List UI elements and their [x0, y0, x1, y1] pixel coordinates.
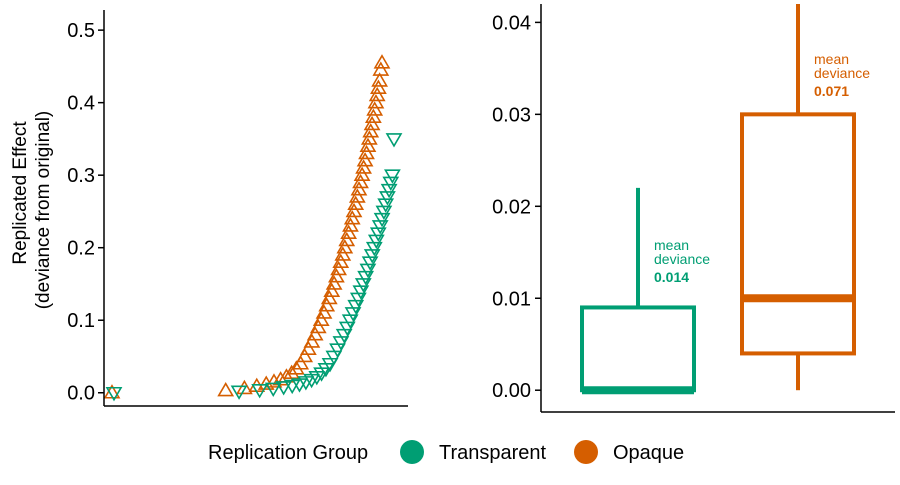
scatter-point-transparent [105, 386, 123, 402]
scatter-point-opaque [368, 86, 386, 102]
scatter-point-opaque [299, 340, 317, 356]
scatter-point-opaque [347, 195, 365, 210]
scatter-point-transparent [275, 381, 293, 396]
scatter-point-opaque [360, 130, 378, 145]
scatter-point-transparent [385, 133, 403, 148]
scatter-point-opaque [328, 268, 345, 283]
scatter-point-opaque [320, 289, 338, 305]
scatter-point-opaque [355, 159, 372, 174]
left-y-tick-label: 0.3 [67, 165, 95, 187]
right-y-tick-label: 0.04 [492, 12, 531, 34]
legend-title: Replication Group [208, 442, 368, 464]
scatter-point-opaque [332, 253, 350, 269]
mean-annotation-line2-transparent: deviance [654, 251, 710, 267]
scatter-point-transparent [375, 205, 393, 221]
scatter-point-opaque [283, 364, 301, 379]
scatter-point-opaque [265, 373, 283, 388]
legend-label-opaque: Opaque [613, 442, 684, 464]
right-y-ticks: 0.00 0.01 0.02 0.03 0.04 [492, 12, 541, 402]
left-y-tick-label: 0.5 [67, 20, 95, 42]
left-y-axis-title-line2: (deviance from original) [33, 111, 54, 310]
scatter-point-transparent [373, 212, 391, 228]
scatter-point-transparent [382, 176, 400, 192]
left-scatter-panel: 0.0 0.1 0.2 0.3 0.4 0.5 Replicated Effect (de… [10, 10, 408, 407]
scatter-point-opaque [358, 144, 375, 160]
scatter-point-transparent [377, 198, 395, 213]
legend-swatch-opaque [574, 440, 598, 464]
mean-annotation-line1-opaque: mean [814, 51, 849, 67]
right-boxes-layer [580, 4, 856, 395]
left-y-tick-label: 0.4 [67, 93, 95, 115]
scatter-point-opaque [338, 231, 356, 247]
scatter-point-opaque [348, 188, 366, 203]
scatter-point-opaque [359, 137, 377, 152]
scatter-point-opaque [371, 72, 389, 87]
scatter-point-opaque [362, 123, 380, 138]
right-boxplot-panel: 0.000.010.020.030.04 meandeviance0.014me… [492, 4, 895, 413]
scatter-point-transparent [379, 191, 396, 206]
left-y-axis-title-line1: Replicated Effect [10, 121, 31, 265]
scatter-point-transparent [230, 385, 248, 400]
scatter-point-opaque [372, 61, 390, 76]
legend-label-transparent: Transparent [439, 442, 547, 464]
scatter-point-transparent [251, 384, 269, 399]
box-transparent [580, 305, 696, 393]
right-y-tick-label: 0.01 [492, 288, 531, 310]
scatter-point-opaque [287, 360, 305, 375]
right-y-tick-label: 0.03 [492, 104, 531, 126]
scatter-point-opaque [296, 347, 314, 363]
scatter-point-opaque [318, 297, 336, 312]
right-y-tick-label: 0.00 [492, 380, 531, 402]
scatter-point-opaque [217, 381, 235, 397]
left-y-ticks: 0.0 0.1 0.2 0.3 0.4 0.5 [67, 20, 104, 405]
left-points-layer [103, 54, 403, 402]
scatter-point-opaque [352, 173, 369, 189]
scatter-point-transparent [264, 382, 282, 397]
scatter-point-opaque [367, 94, 385, 109]
scatter-point-transparent [380, 183, 398, 199]
scatter-point-opaque [370, 79, 387, 94]
mean-annotation-line1-transparent: mean [654, 237, 689, 253]
mean-annotation-value-transparent: 0.014 [654, 269, 689, 285]
scatter-point-opaque [350, 181, 368, 196]
scatter-point-opaque [334, 246, 352, 261]
scatter-point-opaque [306, 326, 324, 341]
right-y-tick-label: 0.02 [492, 196, 531, 218]
scatter-point-opaque [312, 311, 330, 327]
scatter-point-transparent [384, 169, 401, 184]
scatter-point-opaque [236, 379, 253, 395]
scatter-point-opaque [353, 166, 371, 181]
scatter-point-transparent [321, 357, 339, 373]
scatter-point-opaque [309, 318, 327, 334]
scatter-point-opaque [356, 152, 374, 167]
scatter-point-opaque [315, 304, 333, 319]
left-y-tick-label: 0.0 [67, 383, 95, 405]
scatter-point-opaque [325, 275, 343, 290]
scatter-point-opaque [336, 239, 354, 254]
scatter-point-opaque [323, 282, 341, 298]
scatter-point-opaque [364, 108, 382, 123]
scatter-point-opaque [373, 54, 391, 69]
scatter-point-opaque [303, 333, 321, 348]
scatter-point-opaque [340, 224, 358, 239]
left-y-tick-label: 0.1 [67, 310, 95, 332]
scatter-point-transparent [283, 379, 301, 395]
scatter-point-opaque [343, 210, 361, 225]
scatter-point-opaque [330, 260, 348, 276]
legend: Replication Group Transparent Opaque [208, 440, 684, 464]
scatter-point-opaque [366, 101, 384, 116]
scatter-point-opaque [342, 217, 359, 232]
scatter-point-opaque [345, 202, 363, 218]
mean-annotation-value-opaque: 0.071 [814, 83, 849, 99]
mean-annotation-line2-opaque: deviance [814, 65, 870, 81]
scatter-point-opaque [292, 355, 310, 370]
left-y-tick-label: 0.2 [67, 238, 95, 260]
scatter-point-opaque [363, 115, 381, 131]
legend-swatch-transparent [400, 440, 424, 464]
box-opaque [740, 112, 856, 356]
